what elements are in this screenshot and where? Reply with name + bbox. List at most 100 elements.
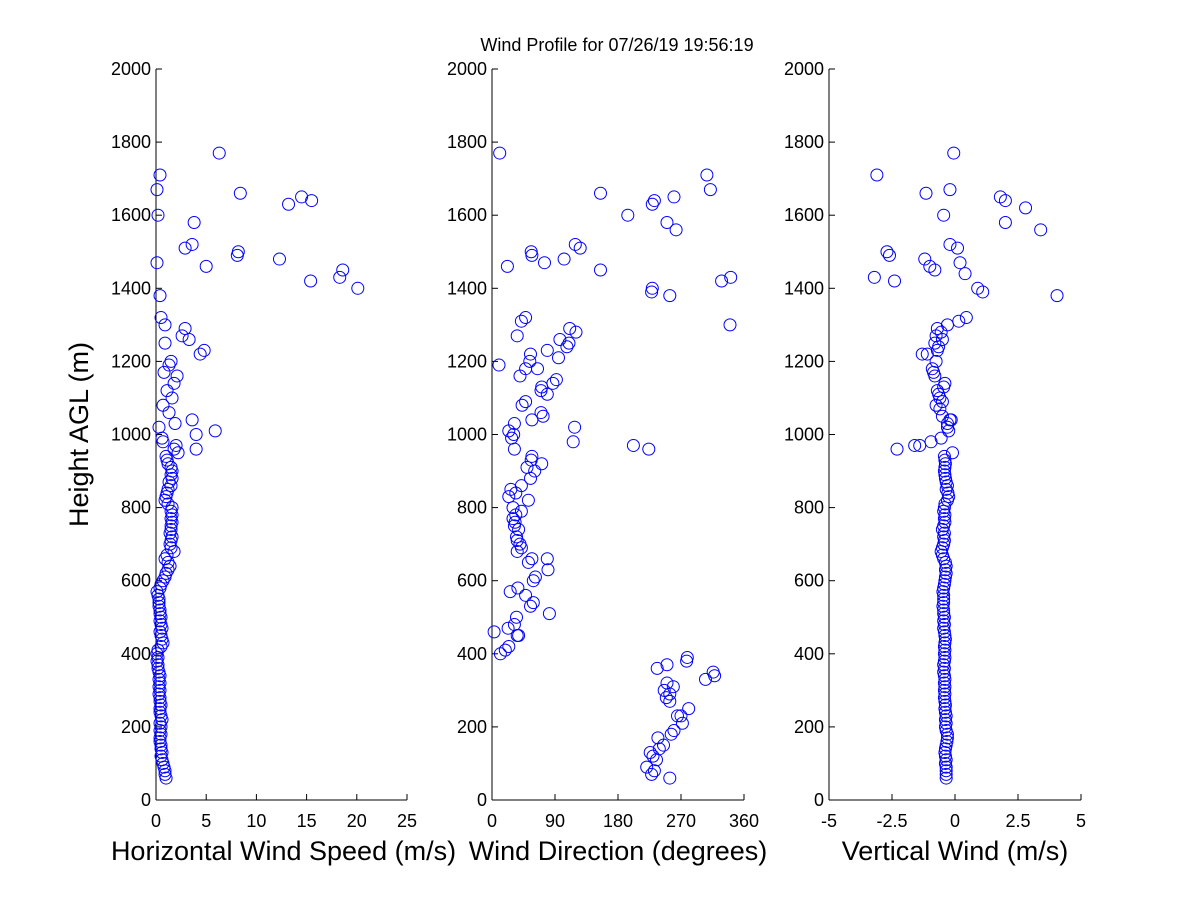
- y-tick-label: 200: [457, 717, 487, 737]
- data-point: [168, 417, 182, 431]
- data-point: [520, 460, 534, 474]
- data-point: [703, 183, 717, 197]
- y-tick-label: 1400: [447, 278, 487, 298]
- data-point: [505, 431, 519, 445]
- data-point: [664, 727, 678, 741]
- data-point: [646, 749, 660, 763]
- data-point: [626, 438, 640, 452]
- data-point: [947, 146, 961, 160]
- data-point: [538, 256, 551, 270]
- data-point: [540, 552, 554, 566]
- data-point: [938, 745, 952, 759]
- data-point: [647, 194, 661, 208]
- data-point: [546, 376, 560, 390]
- data-point: [938, 515, 952, 529]
- data-point: [938, 687, 952, 701]
- data-point: [562, 336, 576, 350]
- data-point: [920, 347, 934, 361]
- data-point: [937, 592, 951, 606]
- data-point: [667, 724, 681, 738]
- data-point: [534, 406, 548, 420]
- y-tick-label: 2000: [784, 59, 824, 79]
- speed-y-axis-label: Height AGL (m): [64, 342, 94, 527]
- data-point: [940, 479, 954, 493]
- data-point: [706, 665, 720, 679]
- data-point: [193, 347, 207, 361]
- data-point: [937, 683, 951, 697]
- data-point: [164, 354, 178, 368]
- data-point: [660, 676, 674, 690]
- data-point: [938, 457, 952, 471]
- data-point: [651, 731, 665, 745]
- data-point: [945, 446, 959, 460]
- data-point: [935, 548, 949, 562]
- data-point: [212, 146, 226, 160]
- data-point: [935, 395, 949, 409]
- data-point: [523, 354, 537, 368]
- data-point: [938, 629, 952, 643]
- data-point: [700, 168, 714, 182]
- data-point: [663, 694, 677, 708]
- data-point: [937, 676, 951, 690]
- data-point: [502, 639, 516, 653]
- data-point: [150, 256, 164, 270]
- data-point: [154, 311, 168, 325]
- data-point: [507, 417, 521, 431]
- data-point: [971, 281, 985, 295]
- data-point: [566, 435, 580, 449]
- data-point: [938, 705, 952, 719]
- data-point: [514, 479, 528, 493]
- figure-title: Wind Profile for 07/26/19 19:56:19: [480, 35, 753, 55]
- data-point: [890, 442, 904, 456]
- data-point: [161, 555, 175, 569]
- data-point: [158, 336, 172, 350]
- data-point: [663, 289, 677, 303]
- data-point: [519, 395, 533, 409]
- data-point: [938, 468, 952, 482]
- panel-vertical-wind: 0 200 400 600 800 1000 1200 1400 1600 1800 2000 -5 -…: [784, 59, 1086, 866]
- data-point: [927, 365, 941, 379]
- data-point: [569, 325, 583, 339]
- data-point: [189, 442, 203, 456]
- data-point: [540, 343, 554, 357]
- data-point: [939, 771, 953, 785]
- data-point: [928, 336, 942, 350]
- data-point: [553, 332, 567, 346]
- data-point: [938, 574, 952, 588]
- y-tick-label: 0: [477, 790, 487, 810]
- data-point: [937, 526, 951, 540]
- data-point: [925, 362, 939, 376]
- data-point: [159, 449, 173, 463]
- data-point: [888, 274, 902, 288]
- data-point: [663, 771, 677, 785]
- data-point: [498, 643, 512, 657]
- x-tick-label: 10: [246, 811, 266, 831]
- data-point: [165, 391, 179, 405]
- data-point: [724, 270, 738, 284]
- data-point: [162, 475, 176, 489]
- data-point: [528, 570, 542, 584]
- x-tick-label: 360: [729, 811, 759, 831]
- data-point: [938, 643, 952, 657]
- direction-x-axis-label: Wind Direction (degrees): [469, 836, 768, 866]
- data-point: [938, 471, 952, 485]
- y-tick-label: 2000: [447, 59, 487, 79]
- data-point: [153, 168, 167, 182]
- data-point: [1019, 201, 1033, 215]
- data-point: [178, 322, 192, 336]
- y-tick-label: 1800: [784, 132, 824, 152]
- data-point: [675, 716, 689, 730]
- data-point: [937, 577, 951, 591]
- data-point: [199, 259, 213, 273]
- data-point: [165, 530, 179, 544]
- data-point: [643, 745, 657, 759]
- data-point: [933, 391, 947, 405]
- data-point: [524, 347, 537, 361]
- data-point: [150, 183, 164, 197]
- data-point: [153, 694, 167, 708]
- data-point: [645, 281, 659, 295]
- data-point: [930, 322, 944, 336]
- data-point: [645, 197, 659, 211]
- y-tick-label: 1800: [111, 132, 151, 152]
- data-point: [958, 267, 972, 281]
